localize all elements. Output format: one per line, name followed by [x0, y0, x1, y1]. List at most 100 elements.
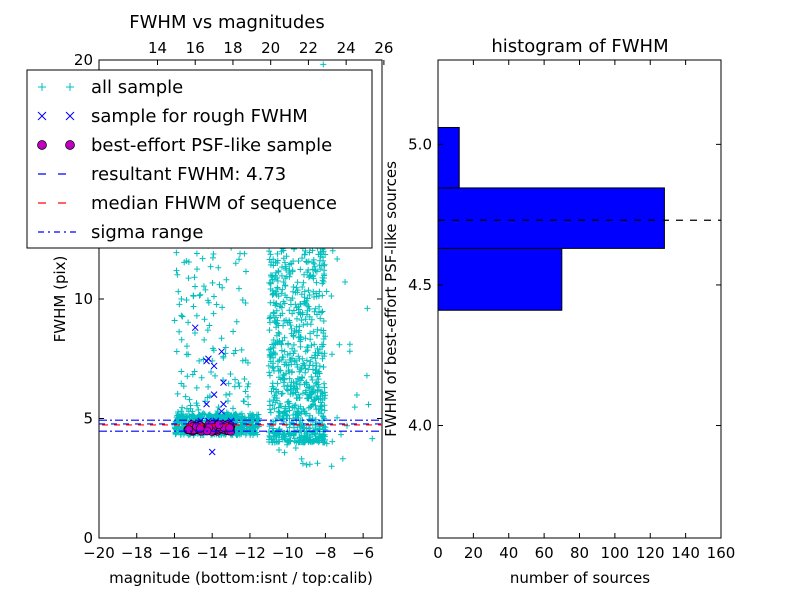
- all-sample-point: [300, 321, 307, 328]
- all-sample-point: [310, 260, 317, 267]
- all-sample-point: [270, 309, 277, 316]
- all-sample-point: [328, 351, 335, 358]
- all-sample-point: [191, 330, 198, 337]
- legend-label: sample for rough FWHM: [91, 106, 308, 127]
- all-sample-point: [212, 372, 219, 379]
- all-sample-point: [241, 250, 248, 257]
- all-sample-point: [300, 279, 307, 286]
- all-sample-point: [310, 259, 317, 266]
- all-sample-point: [304, 295, 311, 302]
- all-sample-point: [277, 367, 284, 374]
- all-sample-point: [307, 330, 314, 337]
- all-sample-point: [292, 301, 299, 308]
- all-sample-point: [339, 455, 346, 462]
- all-sample-point: [196, 412, 203, 419]
- all-sample-point: [320, 363, 327, 370]
- all-sample-point: [318, 309, 325, 316]
- all-sample-point: [308, 390, 315, 397]
- all-sample-point: [283, 386, 290, 393]
- all-sample-point: [276, 331, 283, 338]
- all-sample-point: [353, 392, 360, 399]
- all-sample-point: [281, 282, 288, 289]
- all-sample-point: [174, 271, 181, 278]
- all-sample-point: [277, 312, 284, 319]
- all-sample-point: [274, 277, 281, 284]
- all-sample-point: [287, 322, 294, 329]
- all-sample-point: [317, 315, 324, 322]
- all-sample-point: [182, 393, 189, 400]
- all-sample-point: [310, 288, 317, 295]
- all-sample-point: [244, 383, 251, 390]
- histogram-bar: [437, 187, 665, 249]
- histogram-x-tick-label: 60: [535, 544, 554, 562]
- all-sample-point: [306, 461, 313, 468]
- all-sample-point: [269, 439, 276, 446]
- all-sample-point: [240, 398, 247, 405]
- all-sample-point: [290, 341, 297, 348]
- all-sample-point: [306, 313, 313, 320]
- all-sample-point: [273, 307, 280, 314]
- all-sample-point: [239, 357, 246, 364]
- all-sample-point: [286, 307, 293, 314]
- all-sample-point: [270, 337, 277, 344]
- all-sample-point: [298, 432, 305, 439]
- all-sample-point: [283, 294, 290, 301]
- all-sample-point: [279, 337, 286, 344]
- all-sample-point: [321, 261, 328, 268]
- all-sample-point: [321, 272, 328, 279]
- legend-entry: sigma range: [38, 222, 203, 243]
- all-sample-point: [308, 342, 315, 349]
- all-sample-point: [267, 406, 274, 413]
- all-sample-point: [285, 403, 292, 410]
- all-sample-point: [232, 260, 239, 267]
- all-sample-point: [232, 418, 239, 425]
- all-sample-point: [307, 358, 314, 365]
- legend-label: resultant FWHM: 4.73: [91, 164, 286, 185]
- all-sample-point: [218, 335, 225, 342]
- all-sample-point: [190, 303, 197, 310]
- all-sample-point: [271, 317, 278, 324]
- all-sample-point: [178, 380, 185, 387]
- all-sample-point: [323, 440, 330, 447]
- all-sample-point: [334, 255, 341, 262]
- scatter-x-tick-label: −18: [121, 544, 153, 562]
- all-sample-point: [272, 302, 279, 309]
- all-sample-point: [296, 327, 303, 334]
- all-sample-point: [302, 316, 309, 323]
- histogram-x-tick-label: 20: [464, 544, 483, 562]
- all-sample-point: [274, 358, 281, 365]
- all-sample-point: [278, 272, 285, 279]
- all-sample-point: [295, 257, 302, 264]
- all-sample-point: [286, 415, 293, 422]
- all-sample-point: [278, 340, 285, 347]
- all-sample-point: [194, 266, 201, 273]
- all-sample-point: [273, 389, 280, 396]
- legend-box: [26, 69, 373, 249]
- all-sample-point: [210, 310, 217, 317]
- all-sample-point: [275, 293, 282, 300]
- histogram-x-tick-label: 100: [601, 544, 630, 562]
- legend-label: best-effort PSF-like sample: [91, 135, 332, 156]
- all-sample-point: [283, 317, 290, 324]
- all-sample-point: [175, 288, 182, 295]
- all-sample-point: [320, 432, 327, 439]
- all-sample-point: [302, 335, 309, 342]
- all-sample-point: [296, 429, 303, 436]
- all-sample-point: [178, 368, 185, 375]
- all-sample-point: [270, 256, 277, 263]
- all-sample-point: [312, 267, 319, 274]
- histogram-y-tick-label: 5.0: [408, 135, 432, 153]
- all-sample-point: [219, 304, 226, 311]
- all-sample-point: [294, 409, 301, 416]
- all-sample-point: [271, 367, 278, 374]
- all-sample-point: [220, 353, 227, 360]
- all-sample-point: [305, 303, 312, 310]
- all-sample-point: [215, 264, 222, 271]
- all-sample-point: [236, 256, 243, 263]
- all-sample-point: [242, 357, 249, 364]
- all-sample-point: [270, 396, 277, 403]
- all-sample-point: [239, 297, 246, 304]
- all-sample-point: [293, 284, 300, 291]
- all-sample-point: [303, 381, 310, 388]
- all-sample-point: [346, 348, 353, 355]
